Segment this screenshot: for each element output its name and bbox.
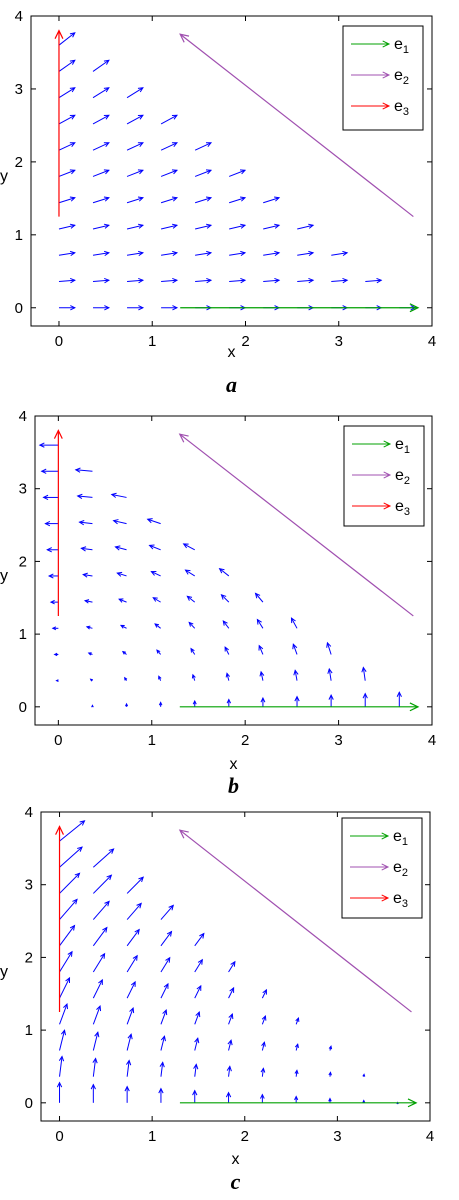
x-tick-label: 3 xyxy=(335,333,343,350)
x-tick-label: 2 xyxy=(241,1128,249,1145)
y-tick-label: 1 xyxy=(19,626,27,643)
x-tick-label: 1 xyxy=(148,732,156,749)
y-tick-label: 0 xyxy=(25,1095,33,1112)
x-tick-label: 0 xyxy=(55,333,63,350)
y-tick-label: 0 xyxy=(15,300,23,317)
y-tick-label: 4 xyxy=(15,8,23,25)
x-tick-label: 0 xyxy=(55,1128,63,1145)
x-tick-label: 3 xyxy=(333,1128,341,1145)
x-tick-label: 2 xyxy=(241,333,249,350)
y-axis-label: y xyxy=(0,964,8,981)
y-tick-label: 1 xyxy=(15,227,23,244)
panel-label: b xyxy=(228,773,239,798)
x-tick-label: 4 xyxy=(428,732,436,749)
panel-label: c xyxy=(231,1169,241,1194)
x-tick-label: 3 xyxy=(334,732,342,749)
x-tick-label: 2 xyxy=(241,732,249,749)
y-tick-label: 4 xyxy=(25,804,33,821)
x-tick-label: 4 xyxy=(428,333,436,350)
x-tick-label: 0 xyxy=(54,732,62,749)
y-axis-label: y xyxy=(0,568,8,585)
y-tick-label: 1 xyxy=(25,1022,33,1039)
y-tick-label: 0 xyxy=(19,699,27,716)
x-axis-label: x xyxy=(230,756,238,773)
field-arrow xyxy=(57,680,59,682)
x-tick-label: 1 xyxy=(148,333,156,350)
y-axis-label: y xyxy=(0,168,8,185)
x-axis-label: x xyxy=(232,1151,240,1168)
x-tick-label: 4 xyxy=(426,1128,434,1145)
y-tick-label: 2 xyxy=(19,553,27,570)
y-tick-label: 4 xyxy=(19,408,27,425)
y-tick-label: 2 xyxy=(15,154,23,171)
y-tick-label: 3 xyxy=(19,481,27,498)
x-tick-label: 1 xyxy=(148,1128,156,1145)
x-axis-label: x xyxy=(228,344,236,361)
y-tick-label: 3 xyxy=(25,877,33,894)
panel-label: a xyxy=(226,372,237,397)
y-tick-label: 2 xyxy=(25,949,33,966)
y-tick-label: 3 xyxy=(15,81,23,98)
